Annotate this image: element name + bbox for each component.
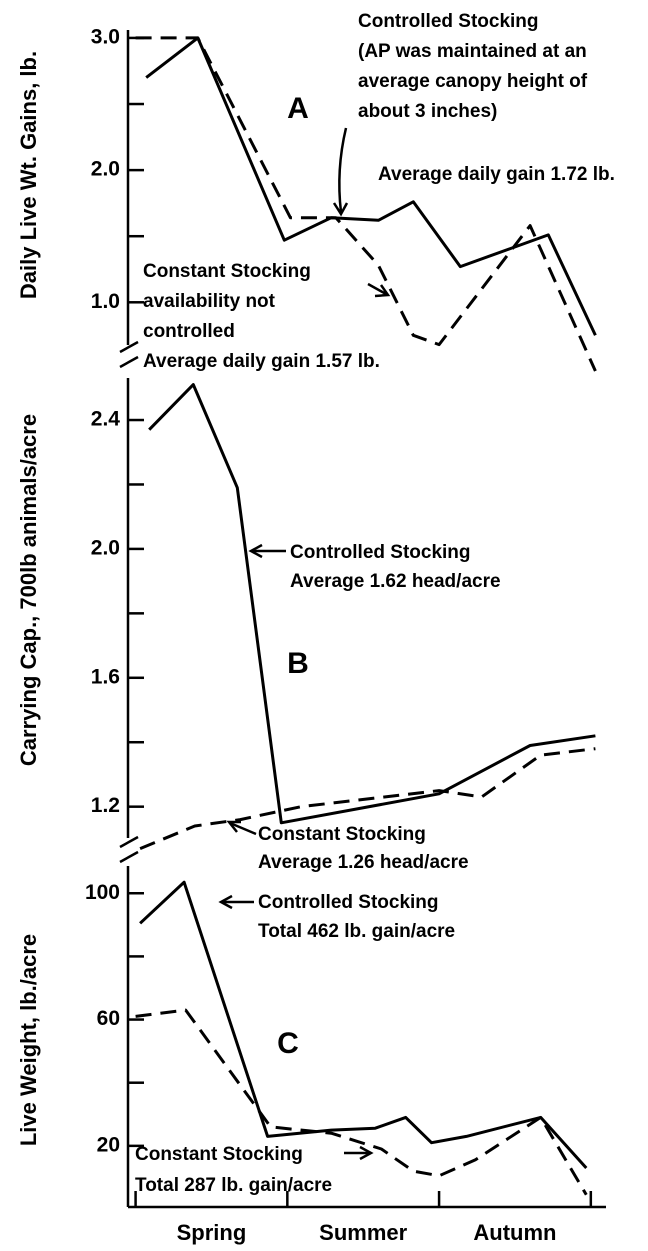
y-tick-label: 2.0 [91,536,120,559]
annotation: about 3 inches) [358,101,497,122]
data-line [145,36,597,336]
annotation: Average 1.26 head/acre [258,852,469,873]
arrowhead [332,202,349,217]
arrow [229,821,257,836]
y-axis-title: Live Weight, lb./acre [16,934,41,1146]
annotation: Controlled Stocking [358,11,539,32]
annotation: Controlled Stocking [258,892,439,913]
annotation: controlled [143,321,235,342]
y-tick-label: 1.2 [91,794,120,817]
annotation: Total 287 lb. gain/acre [135,1175,332,1196]
annotation: (AP was maintained at an [358,41,587,62]
x-tick-label: Spring [177,1220,247,1245]
axis-break [119,340,139,369]
arrowhead [374,284,391,298]
arrowhead [248,543,263,559]
y-axis-title: Daily Live Wt. Gains, lb. [16,51,41,299]
data-line [135,1008,588,1196]
annotation: average canopy height of [358,71,588,92]
axis-break [119,835,139,864]
x-tick-label: Summer [319,1220,407,1245]
data-line [135,36,597,372]
y-tick-label: 60 [97,1007,120,1030]
annotation: Average daily gain 1.57 lb. [143,351,380,372]
annotation: Constant Stocking [135,1144,303,1165]
panel-label: A [287,92,309,125]
y-axis-title: Carrying Cap., 700lb animals/acre [16,414,41,766]
annotation: Controlled Stocking [290,542,471,563]
data-line [148,383,596,825]
annotation: Average daily gain 1.72 lb. [378,164,615,185]
arrows [119,127,391,1161]
y-tick-label: 1.6 [91,665,120,688]
y-tick-label: 1.0 [91,290,120,313]
annotation: availability not [143,291,276,312]
arrowhead [218,894,233,910]
y-tick-label: 2.4 [91,408,121,431]
panel-label: B [287,647,309,680]
y-tick-label: 3.0 [91,25,120,48]
y-tick-label: 20 [97,1133,120,1156]
data-line [139,747,596,850]
panel-label: C [277,1027,299,1060]
y-tick-label: 100 [85,881,120,904]
y-tick-label: 2.0 [91,158,120,181]
arrow [367,282,387,296]
arrow [338,127,348,213]
data-line [139,880,588,1170]
annotation: Average 1.62 head/acre [290,571,501,592]
annotation: Total 462 lb. gain/acre [258,921,455,942]
x-tick-label: Autumn [473,1220,556,1245]
arrowhead [226,820,241,833]
annotation: Constant Stocking [143,261,311,282]
arrowhead [359,1145,374,1161]
annotation: Constant Stocking [258,824,426,845]
